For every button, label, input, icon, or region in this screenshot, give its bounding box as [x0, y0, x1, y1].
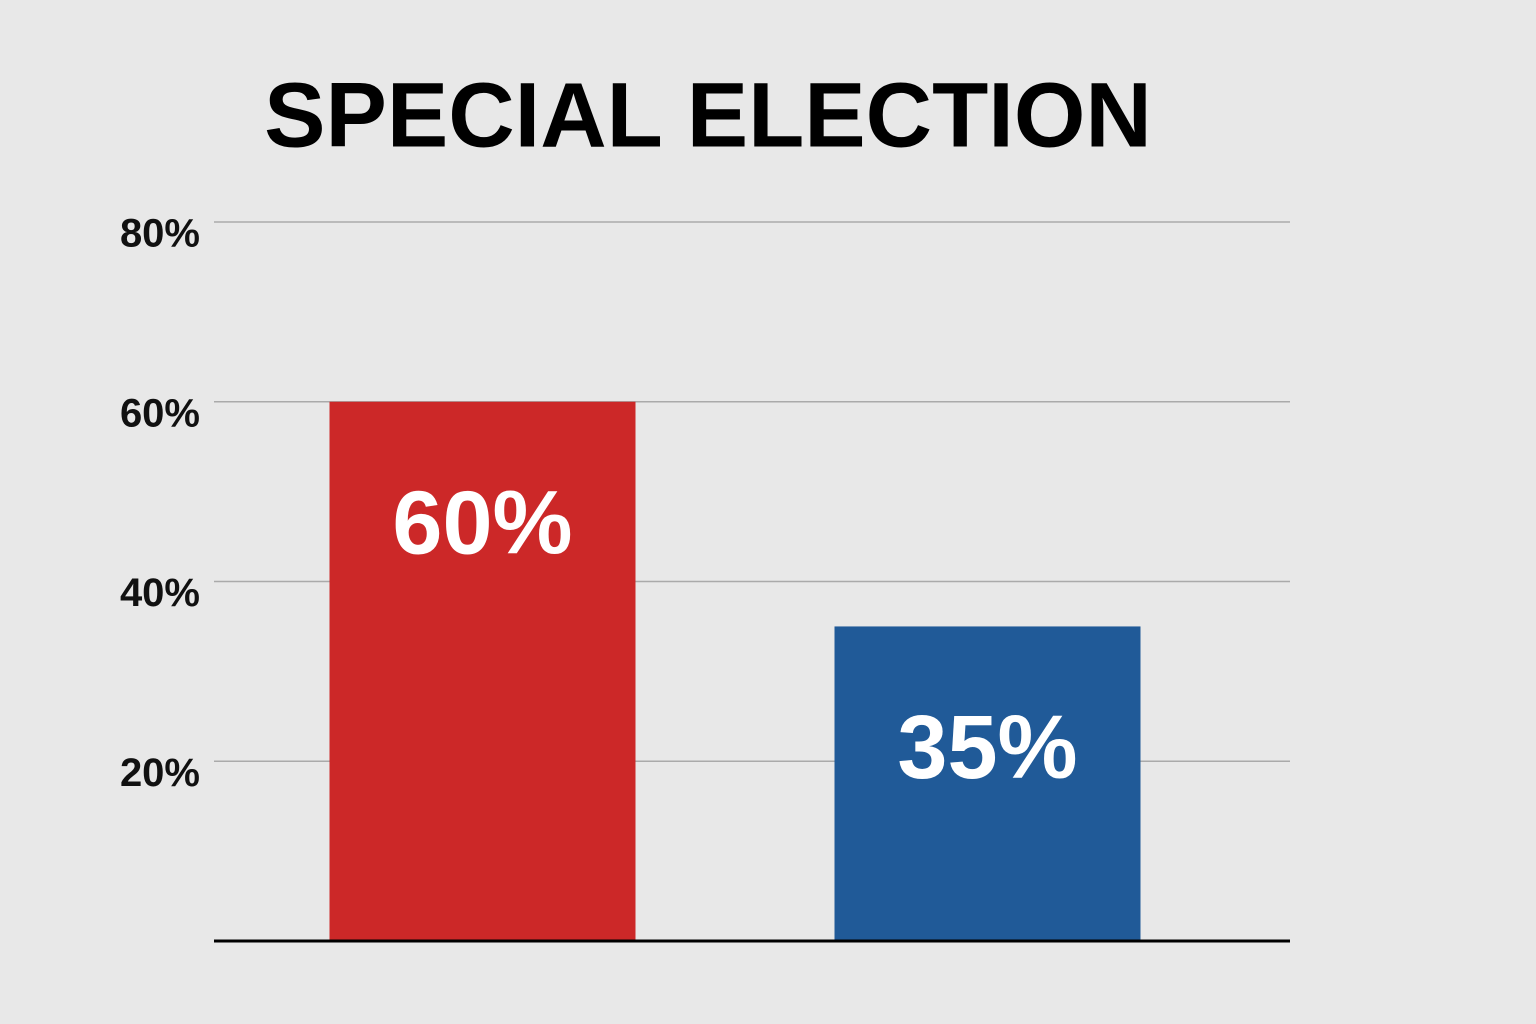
- bar-value-label: 35%: [897, 698, 1077, 798]
- y-tick-label: 40%: [120, 571, 200, 615]
- chart-title: SPECIAL ELECTION: [264, 64, 1152, 166]
- y-tick-label: 20%: [120, 751, 200, 795]
- bar: [329, 401, 636, 941]
- bar: [834, 626, 1141, 941]
- bar-value-label: 60%: [392, 474, 572, 574]
- y-tick-label: 60%: [120, 391, 200, 435]
- y-tick-label: 80%: [120, 212, 200, 256]
